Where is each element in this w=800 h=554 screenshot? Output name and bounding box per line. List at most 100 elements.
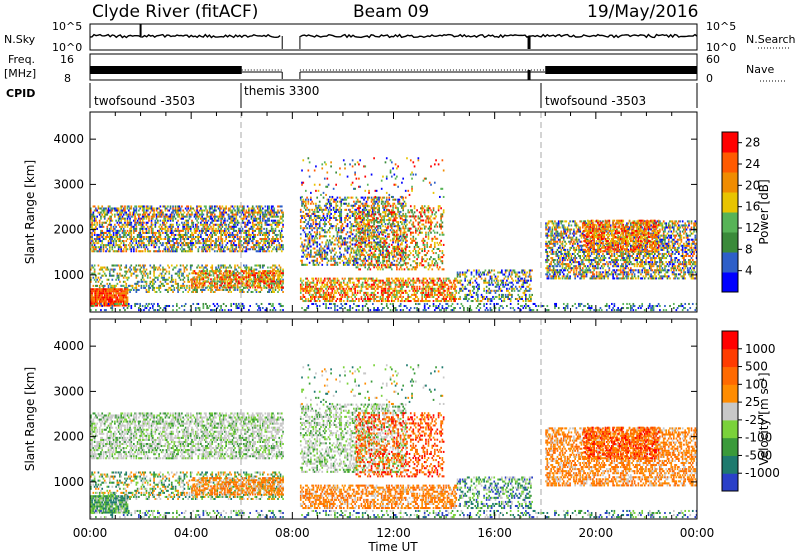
power-cell (149, 282, 152, 285)
power-cell (132, 266, 135, 269)
power-cell (153, 266, 155, 269)
power-cell (336, 231, 339, 234)
power-cell (205, 250, 207, 253)
power-cell (340, 225, 343, 228)
power-cell (254, 211, 257, 214)
power-cell (275, 213, 278, 216)
power-cell (179, 244, 182, 247)
power-cell (358, 285, 360, 288)
power-cell (273, 276, 276, 279)
power-cell (304, 219, 307, 222)
power-cell (168, 248, 171, 251)
power-cell (380, 231, 383, 234)
power-cell (248, 238, 250, 241)
power-cell (241, 205, 244, 208)
power-cell (193, 209, 196, 212)
power-cell (108, 233, 111, 236)
power-cell (351, 297, 354, 301)
power-cell (197, 272, 200, 275)
power-cell (232, 270, 235, 273)
power-cell (102, 211, 105, 214)
power-cell (103, 284, 106, 287)
power-cell (235, 213, 238, 216)
power-cell (143, 238, 145, 241)
power-cell (303, 253, 306, 256)
power-cell (93, 296, 96, 299)
power-cell (358, 251, 360, 254)
power-cell (207, 227, 210, 230)
power-cell (100, 217, 102, 220)
power-cell (392, 247, 394, 250)
power-cell (97, 207, 100, 210)
power-cell (157, 221, 159, 224)
power-cell (186, 223, 188, 226)
power-cell (346, 297, 349, 301)
power-cell (139, 229, 141, 232)
power-cell (196, 286, 198, 289)
power-cell (268, 205, 270, 208)
power-cell (265, 274, 268, 277)
power-cell (384, 249, 387, 252)
power-cell (304, 239, 307, 242)
power-cell (315, 293, 317, 296)
power-cell (203, 217, 206, 220)
power-cell (368, 255, 370, 258)
power-cell (272, 242, 274, 245)
power-cell (111, 298, 114, 301)
power-cell (361, 300, 364, 303)
power-cell (232, 215, 235, 218)
power-cell (310, 225, 312, 228)
power-cell (119, 221, 121, 224)
power-cell (98, 240, 101, 243)
power-cell (97, 298, 100, 301)
power-cell (227, 209, 230, 212)
power-cell (202, 240, 205, 243)
power-cell (216, 268, 219, 271)
power-cell (306, 277, 308, 280)
power-cell (254, 217, 257, 220)
power-cell (261, 215, 264, 218)
power-cell (162, 282, 164, 285)
power-cell (218, 207, 221, 210)
power-cell (346, 231, 349, 234)
power-cell (107, 205, 110, 208)
power-cell (126, 233, 129, 236)
power-cell (379, 237, 382, 240)
power-cell (326, 198, 329, 201)
power-cell (246, 240, 249, 243)
power-cell (110, 284, 112, 287)
power-cell (126, 292, 129, 295)
power-cell (248, 215, 250, 218)
power-cell (194, 282, 197, 285)
power-cell (215, 238, 217, 241)
power-cell (126, 217, 129, 220)
power-cell (218, 288, 221, 291)
power-cell (312, 261, 315, 264)
power-cell (124, 217, 126, 220)
power-cell (169, 286, 172, 289)
power-cell (250, 280, 253, 283)
power-cell (101, 298, 104, 301)
power-cell (347, 261, 350, 264)
power-cell (148, 288, 150, 291)
power-cell (132, 213, 135, 216)
power-cell (277, 211, 279, 214)
power-cell (246, 221, 249, 224)
power-cell (91, 219, 93, 222)
power-cell (117, 264, 120, 267)
power-cell (97, 276, 100, 279)
power-cell (373, 202, 375, 205)
power-cell (164, 231, 167, 234)
power-cell (345, 216, 348, 220)
power-cell (210, 205, 212, 208)
power-cell (308, 293, 311, 296)
freq-tick-top: 16 (60, 53, 74, 66)
power-cell (188, 213, 191, 216)
power-cell (334, 253, 336, 256)
power-cell (192, 244, 195, 247)
power-cell (227, 248, 230, 251)
power-cell (101, 209, 104, 212)
power-cell (206, 268, 209, 271)
power-cell (96, 238, 98, 241)
power-cell (100, 276, 102, 279)
